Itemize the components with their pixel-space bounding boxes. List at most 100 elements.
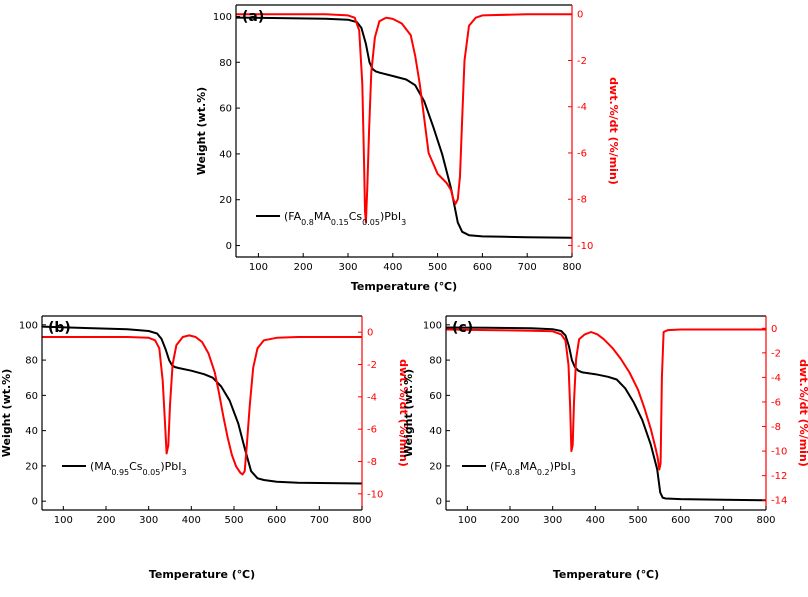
x-tick-label: 500 (628, 515, 647, 526)
panel-label: (a) (242, 9, 264, 25)
y2-axis-title: dwt.%/dt (%/min) (397, 359, 410, 467)
legend-subscript: 0.8 (301, 218, 314, 227)
legend-text: Cs (129, 460, 143, 473)
y-tick-label: 0 (436, 497, 442, 508)
y2-tick-label: -14 (771, 496, 787, 507)
legend-subscript: 0.2 (537, 468, 550, 477)
chart-panel-c: 100 200 300 400 500 600 700 800 0 20 40 60 80 100 0 -2 -… (402, 315, 808, 581)
y2-tick-label: -4 (367, 392, 377, 403)
legend-subscript: 0.95 (111, 468, 129, 477)
y2-tick-label: -2 (771, 348, 781, 359)
legend-text: MA (314, 210, 331, 223)
y2-tick-label: 0 (771, 324, 777, 335)
weight-curve (445, 326, 767, 502)
y2-tick-label: -10 (367, 489, 383, 500)
legend-text: )PbI (380, 210, 401, 223)
y-tick-label: 20 (429, 461, 442, 472)
y2-tick-label: -4 (771, 373, 781, 384)
x-tick-label: 300 (139, 515, 158, 526)
y2-tick-label: -8 (771, 422, 781, 433)
derivative-curve (42, 334, 362, 476)
weight-curve (235, 16, 573, 239)
y-tick-label: 60 (219, 104, 232, 115)
legend-text: (FA (490, 460, 508, 473)
x-tick-label: 500 (224, 515, 243, 526)
legend-subscript: 0.8 (507, 468, 520, 477)
y2-tick-label: -6 (367, 425, 377, 436)
panel-label: (c) (452, 320, 473, 336)
x-tick-label: 600 (671, 515, 690, 526)
legend-subscript: 3 (401, 218, 406, 227)
weight-curve (41, 325, 363, 485)
y-tick-label: 60 (429, 391, 442, 402)
legend-text: MA (520, 460, 537, 473)
legend-subscript: 3 (571, 468, 576, 477)
x-tick-label: 300 (543, 515, 562, 526)
x-tick-label: 400 (182, 515, 201, 526)
y2-tick-label: -6 (577, 148, 587, 159)
legend-label: (FA0.8MA0.15Cs0.05)PbI3 (284, 210, 406, 227)
x-tick-label: 300 (338, 262, 357, 273)
y-tick-label: 40 (219, 149, 232, 160)
y2-tick-label: -6 (771, 397, 781, 408)
x-tick-label: 200 (96, 515, 115, 526)
legend-text: Cs (349, 210, 363, 223)
x-tick-label: 400 (586, 515, 605, 526)
x-tick-label: 500 (428, 262, 447, 273)
x-axis-title: Temperature (℃) (149, 568, 255, 581)
derivative-curve (445, 328, 766, 471)
x-tick-label: 800 (352, 515, 371, 526)
y-tick-label: 80 (25, 356, 38, 367)
x-tick-label: 200 (294, 262, 313, 273)
y-axis-title: Weight (wt.%) (195, 87, 208, 175)
legend-label: (FA0.8MA0.2)PbI3 (490, 460, 576, 477)
x-tick-label: 200 (500, 515, 519, 526)
y-tick-label: 20 (25, 461, 38, 472)
x-tick-label: 100 (249, 262, 268, 273)
y2-tick-label: 0 (577, 10, 583, 21)
x-tick-label: 700 (310, 515, 329, 526)
chart-panel-a: 100 200 300 400 500 600 700 800 0 20 40 60 80 100 0 -2 -… (195, 4, 620, 293)
legend-text: (MA (90, 460, 112, 473)
y-tick-label: 100 (423, 320, 442, 331)
legend-subscript: 0.15 (331, 218, 349, 227)
legend-label: (MA0.95Cs0.05)PbI3 (90, 460, 187, 477)
legend-subscript: 3 (182, 468, 187, 477)
y-tick-label: 0 (32, 497, 38, 508)
y2-tick-label: -10 (771, 447, 787, 458)
x-axis-title: Temperature (℃) (553, 568, 659, 581)
x-axis-title: Temperature (℃) (351, 280, 457, 293)
y-tick-label: 100 (213, 12, 232, 23)
y-tick-label: 0 (226, 241, 232, 252)
y-tick-label: 20 (219, 195, 232, 206)
y2-tick-label: -4 (577, 102, 587, 113)
y2-axis-title: dwt.%/dt (%/min) (797, 359, 808, 467)
y-axis-title: Weight (wt.%) (0, 369, 13, 457)
legend-text: )PbI (550, 460, 571, 473)
y-axis-title: Weight (wt.%) (402, 369, 415, 457)
x-tick-label: 700 (518, 262, 537, 273)
y-tick-label: 60 (25, 391, 38, 402)
y2-tick-label: 0 (367, 328, 373, 339)
legend-text: )PbI (160, 460, 181, 473)
x-tick-label: 700 (714, 515, 733, 526)
derivative-curve (236, 13, 572, 224)
x-tick-label: 600 (473, 262, 492, 273)
y2-axis-title: dwt.%/dt (%/min) (607, 77, 620, 185)
panel-label: (b) (48, 320, 71, 336)
y-tick-label: 100 (19, 320, 38, 331)
x-tick-label: 800 (756, 515, 775, 526)
y2-tick-label: -12 (771, 471, 787, 482)
y2-tick-label: -10 (577, 241, 593, 252)
y2-tick-label: -8 (577, 195, 587, 206)
x-tick-label: 800 (562, 262, 581, 273)
y-tick-label: 40 (25, 426, 38, 437)
y-tick-label: 80 (219, 58, 232, 69)
x-tick-label: 600 (267, 515, 286, 526)
y2-tick-label: -8 (367, 457, 377, 468)
legend-subscript: 0.05 (362, 218, 380, 227)
x-tick-label: 100 (458, 515, 477, 526)
legend-text: (FA (284, 210, 302, 223)
x-tick-label: 400 (383, 262, 402, 273)
